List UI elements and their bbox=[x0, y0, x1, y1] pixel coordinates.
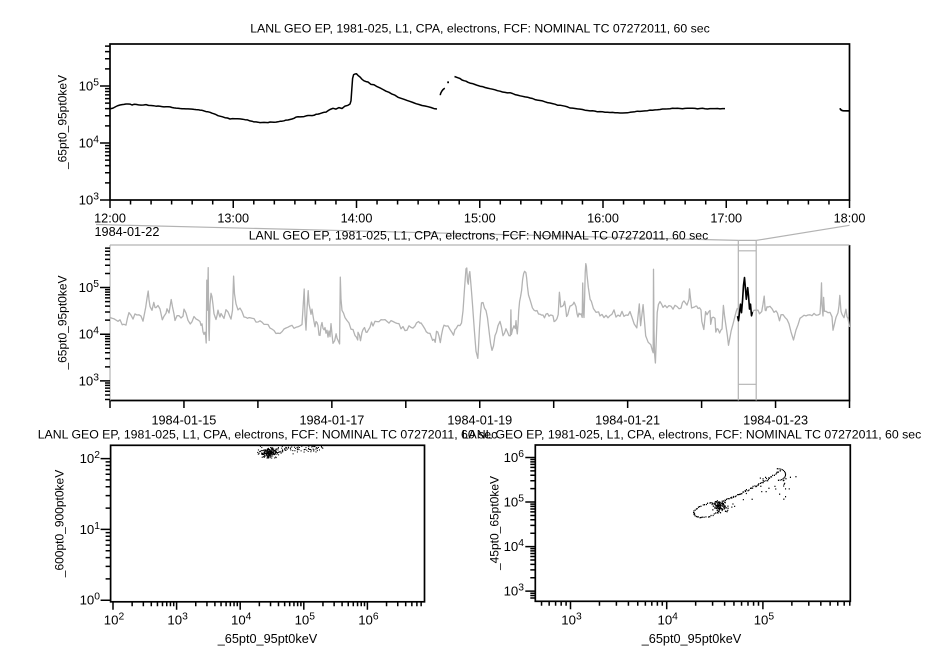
svg-text:_600pt0_900pt0keV: _600pt0_900pt0keV bbox=[53, 470, 67, 578]
svg-text:LANL GEO EP, 1981-025, L1, CPA: LANL GEO EP, 1981-025, L1, CPA, electron… bbox=[249, 228, 709, 242]
svg-text:14:00: 14:00 bbox=[341, 212, 373, 226]
svg-text:_65pt0_95pt0keV: _65pt0_95pt0keV bbox=[56, 275, 70, 370]
svg-text:_65pt0_95pt0keV: _65pt0_95pt0keV bbox=[641, 632, 742, 646]
svg-text:1984-01-17: 1984-01-17 bbox=[299, 413, 364, 427]
svg-text:1984-01-19: 1984-01-19 bbox=[447, 413, 512, 427]
svg-text:1984-01-21: 1984-01-21 bbox=[595, 413, 660, 427]
svg-text:13:00: 13:00 bbox=[217, 212, 249, 226]
svg-text:_65pt0_95pt0keV: _65pt0_95pt0keV bbox=[56, 75, 70, 170]
svg-text:16:00: 16:00 bbox=[587, 212, 619, 226]
svg-text:15:00: 15:00 bbox=[464, 212, 496, 226]
svg-text:LANL GEO EP, 1981-025, L1, CPA: LANL GEO EP, 1981-025, L1, CPA, electron… bbox=[250, 22, 710, 36]
svg-text:12:00: 12:00 bbox=[94, 212, 126, 226]
svg-text:_65pt0_95pt0keV: _65pt0_95pt0keV bbox=[217, 632, 318, 646]
svg-text:LANL GEO EP, 1981-025, L1, CPA: LANL GEO EP, 1981-025, L1, CPA, electron… bbox=[462, 427, 922, 441]
svg-text:18:00: 18:00 bbox=[834, 212, 866, 226]
svg-text:LANL GEO EP, 1981-025, L1, CPA: LANL GEO EP, 1981-025, L1, CPA, electron… bbox=[38, 427, 498, 441]
svg-text:_45pt0_65pt0keV: _45pt0_65pt0keV bbox=[488, 476, 502, 571]
svg-text:1984-01-22: 1984-01-22 bbox=[95, 225, 160, 239]
svg-text:17:00: 17:00 bbox=[710, 212, 742, 226]
svg-text:1984-01-23: 1984-01-23 bbox=[743, 413, 808, 427]
svg-text:1984-01-15: 1984-01-15 bbox=[151, 413, 216, 427]
